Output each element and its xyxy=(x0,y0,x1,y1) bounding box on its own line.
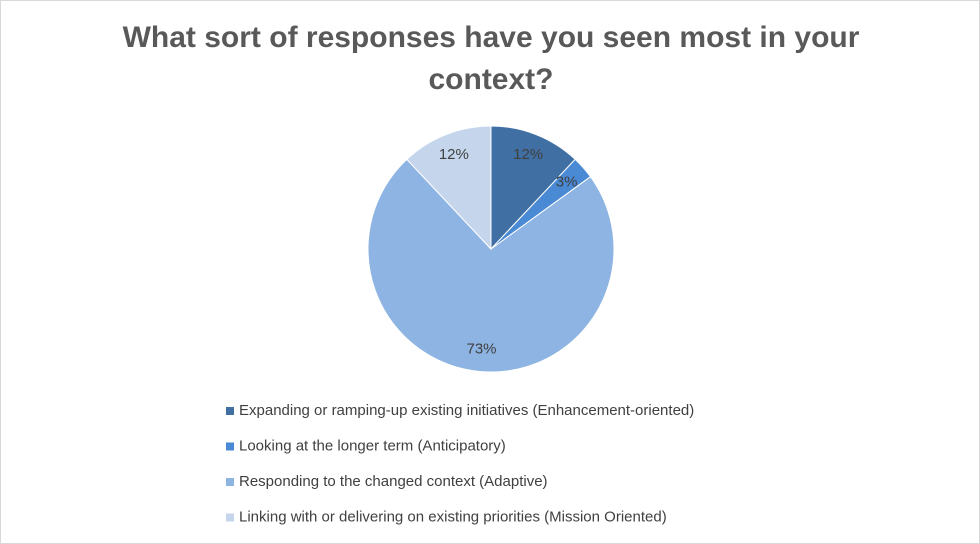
data-label: 3% xyxy=(556,173,578,190)
data-label: 73% xyxy=(466,340,496,357)
data-label: 12% xyxy=(513,146,543,163)
legend-label: Expanding or ramping-up existing initiat… xyxy=(239,402,694,419)
pie-slice xyxy=(490,125,576,251)
legend-swatch xyxy=(226,513,234,522)
legend-label: Responding to the changed context (Adapt… xyxy=(239,473,548,490)
legend-label: Linking with or delivering on existing p… xyxy=(239,508,667,525)
chart-title: What sort of responses have you seen mos… xyxy=(122,21,860,96)
legend-swatch xyxy=(226,478,234,486)
legend-swatch xyxy=(226,442,234,451)
pie-slice xyxy=(406,125,492,251)
legend-swatch xyxy=(226,407,234,415)
legend-label: Looking at the longer term (Anticipatory… xyxy=(239,437,506,454)
data-label: 12% xyxy=(439,146,469,163)
pie-slice xyxy=(367,158,615,373)
